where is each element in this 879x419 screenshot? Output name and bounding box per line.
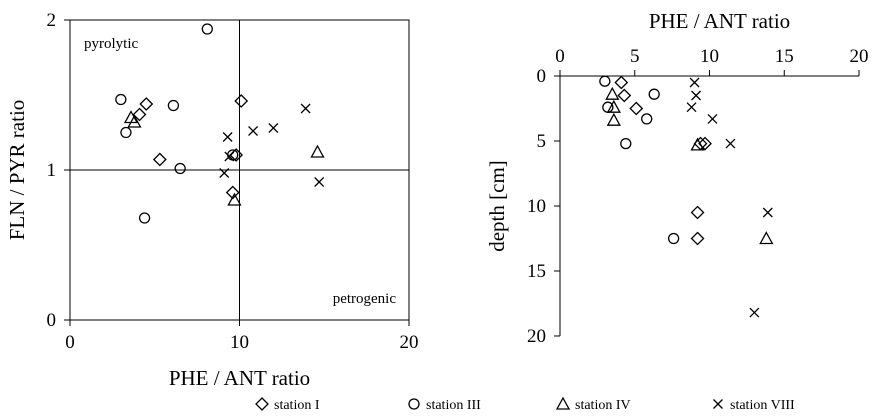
data-point-station-iv (759, 231, 774, 245)
data-point-station-iv (605, 86, 620, 100)
data-point-station-iii (620, 137, 632, 150)
data-point-station-viii (749, 307, 760, 318)
x-tick-label: 0 (65, 332, 75, 353)
data-point-station-iv (227, 192, 242, 206)
y-tick-label: 15 (527, 261, 546, 282)
x-tick-label: 20 (400, 332, 419, 353)
data-point-station-viii (222, 132, 233, 142)
data-point-station-i (690, 231, 705, 246)
data-point-station-viii (762, 207, 773, 218)
legend-marker-station-iv (555, 396, 571, 410)
data-point-station-iii (115, 93, 127, 106)
data-point-station-viii (689, 77, 700, 88)
y-tick-label: 5 (537, 131, 547, 152)
data-point-station-iii (602, 101, 614, 113)
x-axis-title: PHE / ANT ratio (649, 9, 790, 33)
data-point-station-iv (127, 114, 142, 128)
data-point-station-i (132, 107, 147, 122)
legend-marker-station-iii (408, 398, 420, 410)
data-point-station-viii (686, 102, 697, 113)
data-point-station-viii (268, 123, 279, 133)
scatter-chart-depth: 0 5 10 15 20 0 5 10 15 20 PHE / ANT ratio depth [cm… (485, 9, 869, 347)
annotation-petrogenic: petrogenic (333, 291, 397, 307)
data-point-station-i (629, 101, 644, 116)
x-tick-label: 20 (850, 46, 869, 67)
data-point-station-iii (120, 126, 132, 139)
data-point-station-i (690, 205, 705, 220)
data-point-station-iii (138, 212, 151, 224)
data-point-station-iii (641, 113, 653, 125)
legend-item-station-viii: station VIII (713, 398, 795, 413)
data-point-station-viii (219, 168, 230, 178)
x-axis-title: PHE / ANT ratio (169, 366, 310, 390)
data-point-station-iii (599, 75, 611, 87)
data-point-station-viii (300, 103, 311, 114)
annotation-pyrolytic: pyrolytic (84, 36, 138, 52)
data-point-station-viii (314, 177, 325, 187)
legend-label: station IV (575, 398, 631, 413)
y-tick-label: 1 (47, 160, 57, 181)
data-point-station-i (225, 185, 240, 200)
legend-marker-station-viii (713, 399, 723, 409)
data-point-station-iii (201, 23, 213, 35)
data-point-station-viii (725, 138, 736, 149)
data-point-station-i (152, 152, 167, 167)
legend-label: station I (274, 398, 320, 413)
data-point-station-viii (224, 151, 235, 162)
data-point-station-viii (691, 90, 702, 101)
y-tick-label: 0 (47, 310, 57, 331)
data-point-station-iv (606, 112, 621, 126)
legend-label: station VIII (730, 398, 795, 413)
data-point-station-iii (648, 88, 660, 100)
legend-label: station III (426, 398, 481, 413)
data-point-station-i (614, 75, 629, 90)
x-tick-label: 10 (700, 46, 719, 67)
data-point-station-i (698, 136, 712, 151)
legend-item-station-iii: station III (408, 398, 481, 413)
y-axis-title: FLN / PYR ratio (5, 100, 29, 241)
y-axis-title: depth [cm] (485, 160, 509, 252)
legend-marker-station-i (255, 397, 269, 411)
x-tick-label: 5 (630, 46, 640, 67)
data-point-station-i (139, 97, 154, 111)
data-point-station-iv (606, 99, 621, 113)
scatter-chart-fln-pyr: 0 10 20 0 1 2 PHE / ANT ratio FLN / PYR ratio py… (5, 10, 419, 390)
y-tick-label: 10 (527, 196, 546, 217)
data-point-station-iii (174, 162, 186, 175)
data-point-station-i (234, 94, 249, 108)
data-point-station-viii (248, 126, 259, 136)
x-tick-label: 15 (775, 46, 794, 67)
x-tick-label: 0 (555, 46, 565, 67)
data-point-station-iii (167, 99, 180, 112)
data-point-station-iv (690, 137, 705, 151)
data-point-station-i (617, 88, 632, 103)
legend: station I station III station IV station VI… (255, 396, 795, 413)
data-point-station-viii (707, 113, 718, 124)
legend-item-station-iv: station IV (555, 396, 631, 413)
data-point-station-iv (310, 144, 325, 158)
y-tick-label: 20 (527, 326, 546, 347)
data-point-station-iii (667, 232, 680, 245)
x-tick-label: 10 (230, 332, 249, 353)
y-tick-label: 0 (537, 66, 547, 87)
legend-item-station-i: station I (255, 397, 320, 413)
y-tick-label: 2 (47, 10, 57, 31)
